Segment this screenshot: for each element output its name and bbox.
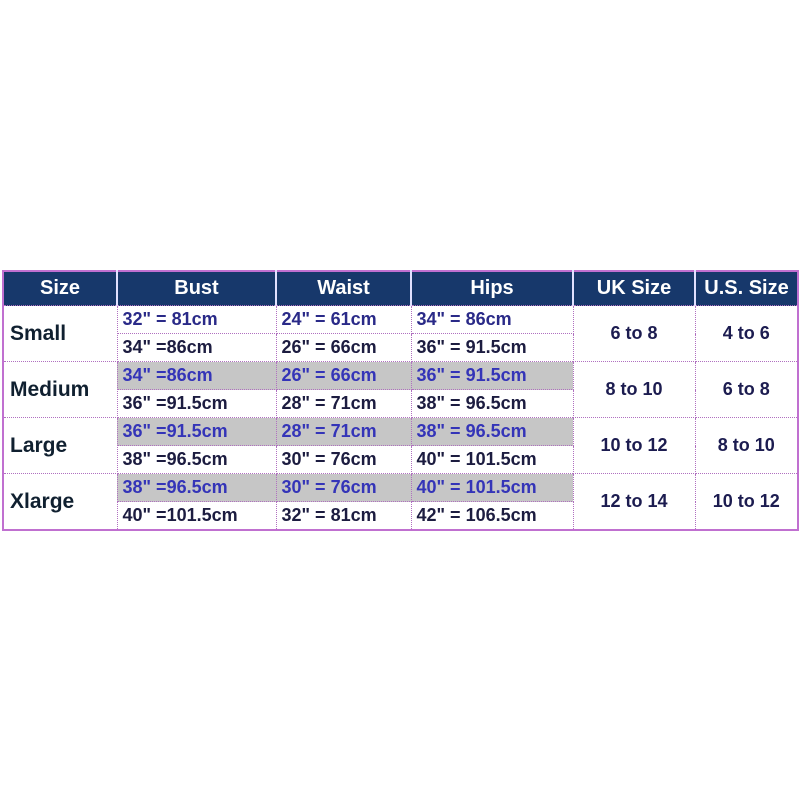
table-row: 40" =101.5cm 32" = 81cm 42" = 106.5cm — [3, 501, 798, 531]
hips-cell: 40" = 101.5cm — [410, 445, 574, 474]
hips-cell: 40" = 101.5cm — [410, 473, 574, 502]
size-label: Medium — [2, 361, 118, 418]
hips-cell: 36" = 91.5cm — [410, 333, 574, 362]
bust-cell: 34" =86cm — [116, 361, 277, 390]
hips-cell: 38" = 96.5cm — [410, 417, 574, 446]
waist-cell: 26" = 66cm — [275, 333, 412, 362]
size-label: Xlarge — [2, 473, 118, 531]
header-size: Size — [3, 271, 117, 306]
us-size-cell: 8 to 10 — [694, 417, 799, 474]
uk-size-cell: 6 to 8 — [572, 305, 696, 362]
table-row: Medium 34" =86cm 26" = 66cm 36" = 91.5cm… — [2, 361, 799, 418]
hips-cell: 38" = 96.5cm — [410, 389, 574, 418]
waist-cell: 28" = 71cm — [275, 389, 412, 418]
hips-cell: 34" = 86cm — [410, 305, 574, 334]
waist-cell: 30" = 76cm — [275, 473, 412, 502]
waist-cell: 30" = 76cm — [275, 445, 412, 474]
bust-cell: 36" =91.5cm — [116, 417, 277, 446]
header-waist: Waist — [275, 271, 411, 306]
uk-size-cell: 8 to 10 — [572, 361, 696, 418]
hips-cell: 42" = 106.5cm — [410, 501, 574, 531]
bust-cell: 38" =96.5cm — [116, 445, 277, 474]
uk-size-cell: 12 to 14 — [572, 473, 696, 531]
waist-cell: 24" = 61cm — [275, 305, 412, 334]
us-size-cell: 4 to 6 — [694, 305, 799, 362]
size-label: Large — [2, 417, 118, 474]
waist-cell: 26" = 66cm — [275, 361, 412, 390]
header-us-size: U.S. Size — [694, 271, 798, 306]
size-chart-table: Size Bust Waist Hips UK Size U.S. Size S… — [2, 270, 799, 531]
waist-cell: 28" = 71cm — [275, 417, 412, 446]
header-uk-size: UK Size — [572, 271, 695, 306]
table-row: Large 36" =91.5cm 28" = 71cm 38" = 96.5c… — [2, 417, 799, 474]
us-size-cell: 6 to 8 — [694, 361, 799, 418]
header-bust: Bust — [116, 271, 276, 306]
bust-cell: 32" = 81cm — [116, 305, 277, 334]
table-row: 34" =86cm 26" = 66cm 36" = 91.5cm — [3, 333, 798, 362]
waist-cell: 32" = 81cm — [275, 501, 412, 531]
bust-cell: 40" =101.5cm — [116, 501, 277, 531]
table-row: 38" =96.5cm 30" = 76cm 40" = 101.5cm — [3, 445, 798, 474]
table-row: 36" =91.5cm 28" = 71cm 38" = 96.5cm — [3, 389, 798, 418]
us-size-cell: 10 to 12 — [694, 473, 799, 531]
header-row: Size Bust Waist Hips UK Size U.S. Size — [3, 271, 798, 306]
table-row: Small 32" = 81cm 24" = 61cm 34" = 86cm 6… — [2, 305, 799, 362]
header-hips: Hips — [410, 271, 573, 306]
hips-cell: 36" = 91.5cm — [410, 361, 574, 390]
uk-size-cell: 10 to 12 — [572, 417, 696, 474]
bust-cell: 36" =91.5cm — [116, 389, 277, 418]
bust-cell: 34" =86cm — [116, 333, 277, 362]
size-label: Small — [2, 305, 118, 362]
table-row: Xlarge 38" =96.5cm 30" = 76cm 40" = 101.… — [2, 473, 799, 531]
bust-cell: 38" =96.5cm — [116, 473, 277, 502]
